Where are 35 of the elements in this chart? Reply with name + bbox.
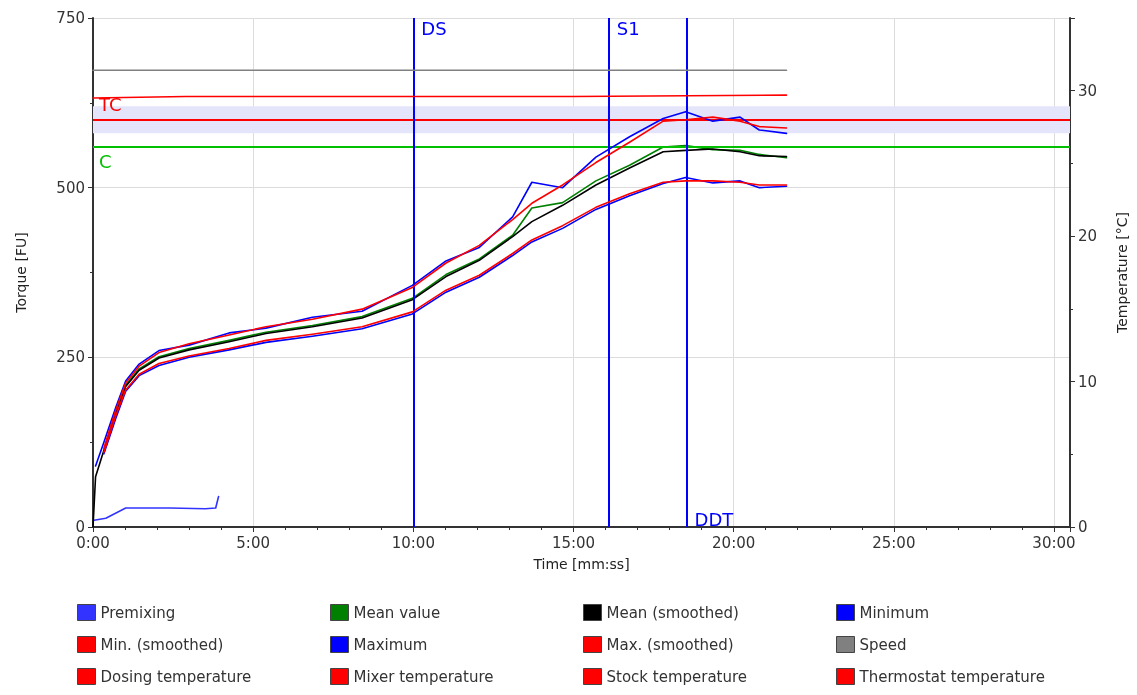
y-tick-label: 250 (56, 348, 85, 367)
ref-line-label: C (99, 151, 112, 173)
x-tick-label: 20:00 (712, 533, 756, 552)
ref-line-label: TC (98, 94, 122, 116)
legend-label: Thermostat temperature (858, 667, 1045, 686)
legend-label: Max. (smoothed) (606, 635, 734, 654)
x-tick-label: 25:00 (872, 533, 916, 552)
legend-label: Minimum (859, 603, 930, 622)
y2-axis-title: Temperature [°C] (1114, 212, 1130, 334)
legend-label: Maximum (353, 635, 428, 654)
legend-label: Mean value (353, 603, 441, 622)
y-axis-title: Torque [FU] (13, 232, 29, 314)
y-tick-label: 500 (56, 178, 85, 197)
ref-line-label: S1 (616, 17, 640, 39)
legend-label: Speed (859, 635, 907, 654)
y-tick-label: 0 (75, 518, 85, 536)
ref-line-label: DDT (694, 508, 735, 530)
y2-tick-label: 10 (1078, 372, 1098, 391)
y-tick-label: 750 (56, 9, 85, 27)
legend-label: Mixer temperature (353, 667, 494, 686)
y2-tick-label: 30 (1078, 81, 1098, 100)
legend-label: Mean (smoothed) (606, 603, 739, 622)
y2-tick-label: 0 (1078, 518, 1088, 536)
x-tick-label: 0:00 (76, 533, 110, 552)
legend-label: Dosing temperature (100, 667, 252, 686)
x-tick-label: 5:00 (236, 533, 271, 552)
legend-label: Stock temperature (606, 667, 748, 686)
x-axis-title: Time [mm:ss] (532, 556, 630, 572)
legend-label: Premixing (100, 603, 176, 622)
x-tick-label: 30:00 (1032, 533, 1076, 552)
legend-label: Min. (smoothed) (100, 635, 224, 654)
x-tick-label: 10:00 (391, 533, 435, 552)
x-tick-label: 15:00 (551, 533, 596, 552)
y2-tick-label: 20 (1078, 227, 1098, 246)
ref-line-label: DS (421, 17, 447, 39)
